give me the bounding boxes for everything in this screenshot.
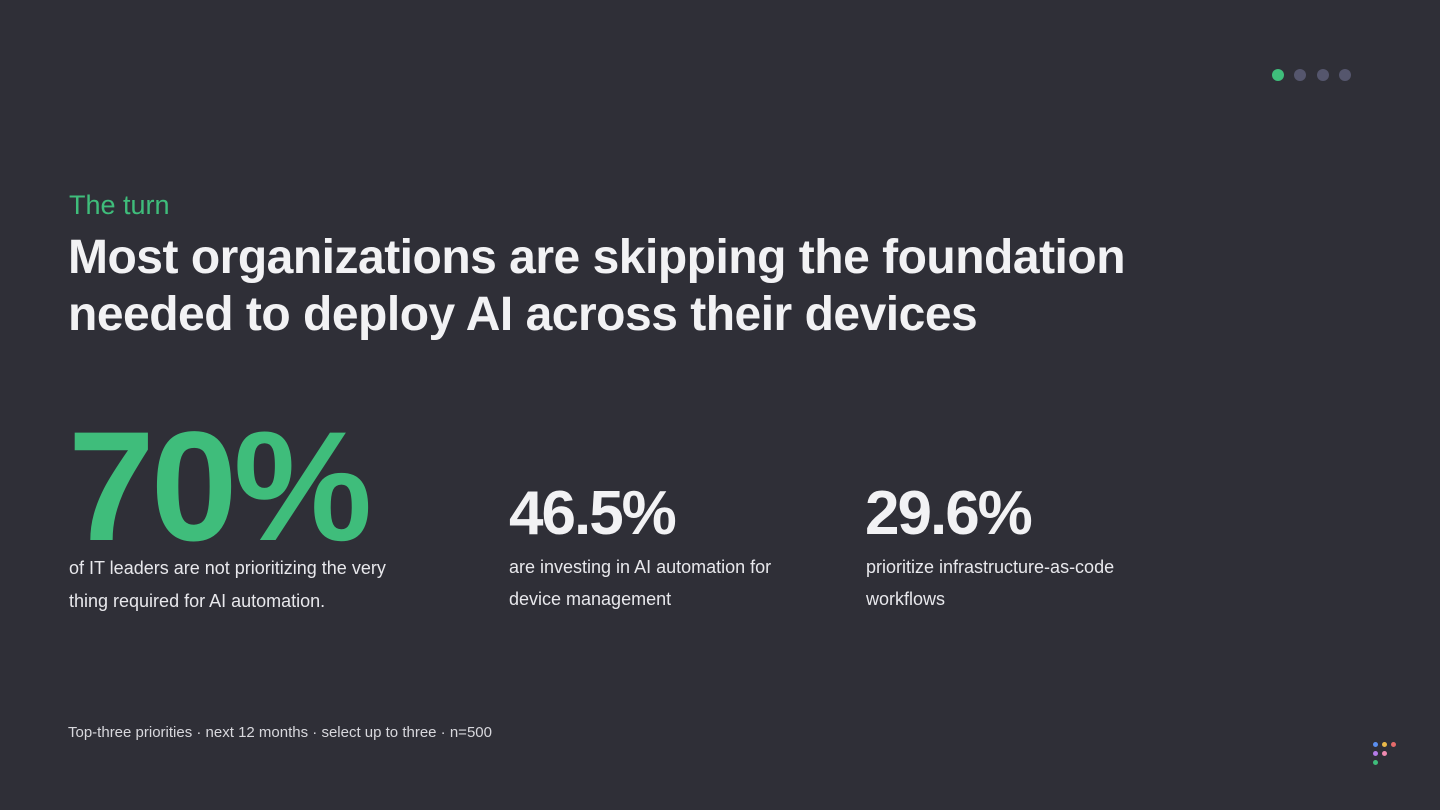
stat-description: are investing in AI automation for (509, 557, 772, 577)
title-line: needed to deploy AI across their devices (68, 288, 978, 341)
stat-description: device management (509, 589, 672, 609)
page-dot[interactable] (1294, 69, 1306, 81)
title-line: Most organizations are skipping the foun… (68, 231, 1126, 284)
page-dot[interactable] (1317, 69, 1329, 81)
stat-value: 29.6% (865, 479, 1033, 548)
eyebrow: The turn (69, 190, 170, 220)
page-dot[interactable] (1339, 69, 1351, 81)
stat-description: of IT leaders are not prioritizing the v… (69, 558, 386, 578)
stat-value: 70% (68, 400, 372, 574)
stat-description: prioritize infrastructure-as-code (866, 557, 1115, 577)
stat-description: workflows (866, 589, 946, 609)
page-dot-active[interactable] (1272, 69, 1284, 81)
stat-value: 46.5% (509, 479, 677, 548)
stat-description: thing required for AI automation. (69, 591, 326, 611)
footnote: Top-three priorities · next 12 months · … (68, 724, 492, 741)
